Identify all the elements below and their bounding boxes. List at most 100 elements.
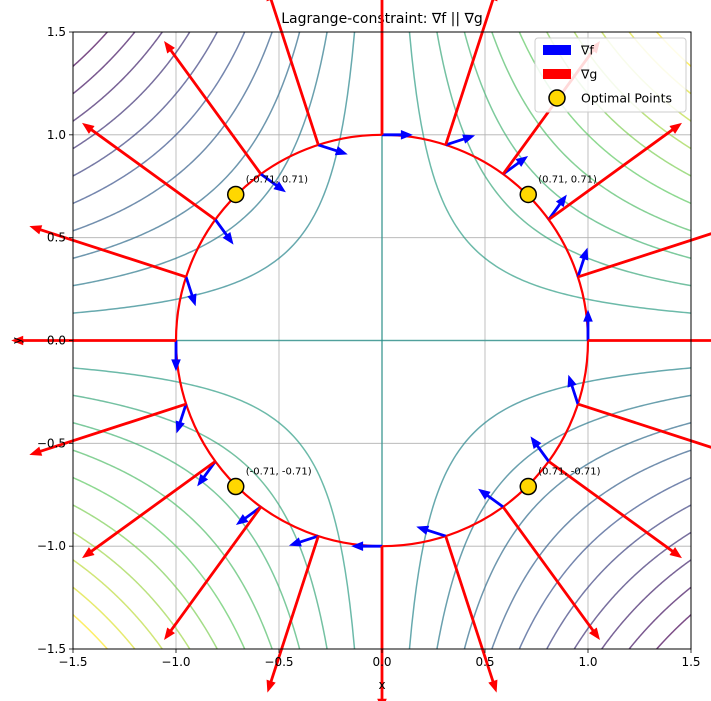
- grad-g-arrow: [82, 122, 217, 221]
- legend-marker: [548, 89, 566, 107]
- y-axis-label: y: [10, 337, 24, 344]
- grad-g-arrow: [547, 122, 682, 221]
- optimal-point-label: (0.71, -0.71): [538, 467, 600, 478]
- contour-line: [73, 32, 328, 287]
- contour-line: [73, 531, 191, 649]
- contour-line: [73, 504, 218, 649]
- grad-f-arrow: [567, 374, 580, 405]
- grad-f-arrow: [260, 172, 286, 193]
- grad-g-arrow: [29, 402, 187, 456]
- grad-f-arrow: [171, 340, 181, 372]
- contour-line: [73, 367, 356, 649]
- grad-g-arrow: [29, 225, 187, 279]
- grad-g-arrow: [444, 535, 498, 693]
- contour-line: [73, 32, 301, 259]
- grad-f-arrow: [214, 218, 234, 245]
- grad-g-arrow: [164, 41, 263, 175]
- optimal-points: (0.71, 0.71) (-0.71, 0.71) (-0.71, -0.71) (…: [226, 174, 601, 496]
- contour-line: [656, 614, 691, 649]
- contour-line: [73, 614, 108, 649]
- grad-g-arrow: [577, 232, 711, 279]
- y-tick-label: 0.0: [47, 334, 66, 348]
- contour-line: [73, 32, 136, 95]
- grad-g-arrow: [380, 0, 384, 135]
- y-tick-label: −1.5: [37, 642, 66, 656]
- grad-g-arrow: [164, 506, 263, 640]
- contour-line: [463, 422, 691, 649]
- grad-g-arrow: [11, 335, 177, 346]
- optimal-point-marker: [519, 185, 538, 204]
- grad-f-arrow: [235, 505, 262, 526]
- contour-line: [491, 449, 691, 649]
- grad-g-arrow: [547, 460, 682, 559]
- optimal-point-label: (-0.71, 0.71): [246, 174, 308, 185]
- grad-f-arrow: [445, 134, 476, 147]
- contour-line: [573, 531, 691, 649]
- grad-f-arrow: [382, 130, 413, 140]
- contour-lines: [73, 32, 691, 649]
- grad-g-arrow: [266, 0, 320, 146]
- contour-line: [73, 449, 273, 649]
- grad-g-arrow: [444, 0, 498, 146]
- contour-line: [601, 559, 691, 649]
- grad-g-arrow: [588, 339, 711, 342]
- grad-g-arrow: [266, 535, 320, 693]
- legend-swatch: [543, 45, 571, 55]
- optimal-point-marker: [226, 477, 245, 496]
- legend-label: ∇f: [580, 43, 594, 58]
- x-tick-label: −0.5: [264, 655, 293, 669]
- grad-f-arrow: [351, 541, 382, 551]
- contour-line: [518, 476, 691, 649]
- gradient-arrows: [11, 0, 711, 701]
- y-tick-label: −1.0: [37, 539, 66, 553]
- x-tick-label: 1.5: [681, 655, 700, 669]
- contour-line: [546, 504, 691, 649]
- contour-line: [73, 559, 163, 649]
- grad-f-arrow: [184, 276, 197, 307]
- legend: ∇f ∇g Optimal Points: [534, 37, 687, 113]
- contour-line: [73, 422, 301, 649]
- contour-line: [628, 586, 691, 649]
- legend-label: Optimal Points: [581, 91, 672, 106]
- grad-g-arrow: [577, 402, 711, 449]
- contour-line: [73, 32, 191, 150]
- grad-f-arrow: [530, 436, 550, 463]
- x-tick-label: 0.0: [372, 655, 391, 669]
- grad-g-arrow: [377, 546, 387, 701]
- grad-f-arrow: [576, 247, 589, 278]
- contour-line: [73, 32, 163, 122]
- contour-line: [436, 394, 691, 649]
- grad-g-arrow: [82, 460, 217, 559]
- x-tick-label: 1.0: [578, 655, 597, 669]
- optimal-point-marker: [519, 477, 538, 496]
- grad-f-arrow: [478, 488, 504, 509]
- y-tick-label: 1.5: [47, 25, 66, 39]
- contour-line: [408, 367, 691, 649]
- x-axis-label: x: [378, 678, 385, 692]
- grad-f-arrow: [317, 143, 348, 156]
- contour-line: [73, 394, 328, 649]
- x-tick-label: 0.5: [475, 655, 494, 669]
- contour-line: [463, 32, 691, 259]
- contour-line: [73, 586, 136, 649]
- contour-line: [73, 32, 246, 205]
- contour-line: [73, 32, 218, 177]
- axis-ticks: −1.5 −1.0 −0.5 0.0 0.5 1.0 1.5 −1.5 −1.0 −0.5 0.0 0…: [37, 25, 701, 669]
- contour-line: [73, 476, 246, 649]
- x-tick-label: −1.0: [161, 655, 190, 669]
- contour-line: [73, 32, 356, 314]
- contour-line: [73, 32, 273, 232]
- optimal-point-marker: [226, 185, 245, 204]
- legend-box: [534, 37, 687, 113]
- grad-f-arrow: [547, 194, 567, 221]
- optimal-point-label: (-0.71, -0.71): [246, 467, 312, 478]
- grad-f-arrow: [583, 309, 593, 341]
- legend-swatch: [543, 69, 571, 79]
- contour-line: [491, 32, 691, 232]
- grad-g-arrow: [501, 506, 600, 640]
- x-tick-label: −1.5: [58, 655, 87, 669]
- contour-line: [73, 32, 108, 67]
- grad-f-arrow: [197, 460, 217, 487]
- y-tick-label: 0.5: [47, 231, 66, 245]
